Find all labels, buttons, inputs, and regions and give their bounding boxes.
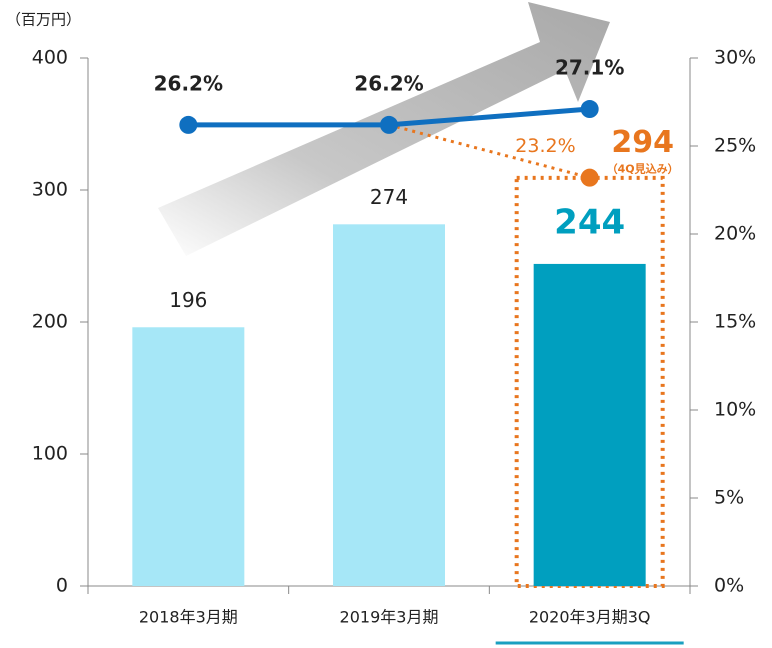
forecast-note: （4Q見込み） xyxy=(607,162,679,176)
y2-tick-label: 15% xyxy=(714,311,756,333)
x-tick-label: 2018年3月期 xyxy=(139,608,238,627)
x-tick-label: 2020年3月期3Q xyxy=(529,608,651,627)
forecast-value-label: 294 xyxy=(611,125,674,160)
y2-tick-label: 5% xyxy=(714,487,744,509)
y-tick-label: 0 xyxy=(56,575,68,597)
bar-value-label: 196 xyxy=(169,288,207,312)
y2-tick-label: 20% xyxy=(714,223,756,245)
rate-label: 26.2% xyxy=(154,71,223,95)
rate-point xyxy=(380,115,398,134)
y2-tick-label: 30% xyxy=(714,47,756,69)
forecast-dotted-line xyxy=(388,123,591,180)
y-tick-label: 100 xyxy=(32,443,68,465)
bar xyxy=(533,263,646,586)
bar xyxy=(132,327,245,586)
y2-tick-label: 10% xyxy=(714,399,756,421)
bar xyxy=(333,224,445,586)
bar-value-label: 274 xyxy=(370,185,408,209)
y-tick-label: 400 xyxy=(32,47,68,69)
forecast-point xyxy=(580,168,599,187)
rate-point xyxy=(179,115,198,134)
rate-point xyxy=(580,100,599,119)
y2-tick-label: 0% xyxy=(714,575,744,597)
forecast-rate-label: 23.2% xyxy=(515,135,575,157)
y2-tick-label: 25% xyxy=(714,135,756,157)
y-tick-label: 300 xyxy=(32,179,68,201)
y-tick-label: 200 xyxy=(32,311,68,333)
rate-label: 27.1% xyxy=(555,56,624,80)
bar-value-label: 244 xyxy=(554,202,625,242)
x-tick-label: 2019年3月期 xyxy=(340,608,439,627)
unit-label: （百万円） xyxy=(6,11,81,29)
rate-label: 26.2% xyxy=(354,71,423,95)
